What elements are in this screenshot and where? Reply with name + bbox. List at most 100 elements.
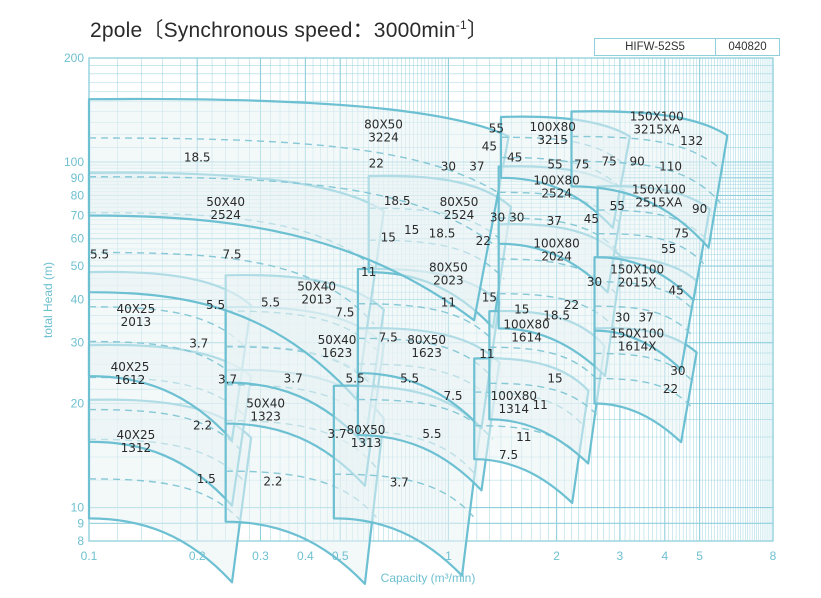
motor-kw-label: 3.7: [284, 372, 303, 386]
motor-kw-label: 15: [514, 303, 529, 317]
envelope-outline: [570, 110, 729, 249]
motor-kw-label: 11: [533, 398, 548, 412]
motor-kw-label: 5.5: [346, 372, 365, 386]
motor-kw-label: 90: [692, 202, 707, 216]
motor-kw-label: 5.5: [261, 296, 280, 310]
motor-kw-label: 37: [639, 310, 654, 324]
impeller-curve: [594, 352, 692, 380]
pump-model-label: 100X80 1614: [503, 317, 549, 344]
motor-kw-label: 5.5: [206, 298, 225, 312]
motor-kw-label: 45: [507, 151, 522, 165]
motor-kw-label: 18.5: [543, 308, 570, 322]
motor-kw-label: 7.5: [335, 305, 354, 319]
motor-kw-label: 5.5: [90, 247, 109, 261]
pump-model-label: 100X80 3215: [529, 120, 575, 147]
motor-kw-label: 7.5: [443, 389, 462, 403]
impeller-curve: [88, 176, 497, 248]
pump-model-label: 100X80 1314: [491, 389, 537, 416]
x-axis-title: Capacity (m³/min): [381, 571, 476, 585]
pump-model-label: 40X25 1612: [111, 360, 150, 387]
motor-kw-label: 5.5: [422, 427, 441, 441]
motor-kw-label: 55: [610, 199, 625, 213]
x-tick-label: 0.4: [297, 549, 314, 563]
model-code-box: HIFW-52S5 040820: [594, 38, 780, 56]
motor-kw-label: 90: [629, 154, 644, 168]
motor-kw-label: 5.5: [400, 372, 419, 386]
motor-kw-label: 3.7: [328, 427, 347, 441]
pump-labels: 40X25 1312 2.2 1.5 40X25 1612 3.7 40X25 2013 5.5 3…: [90, 109, 707, 489]
motor-kw-label: 22: [476, 234, 491, 248]
x-tick-label: 8: [770, 549, 777, 563]
impeller-curve: [594, 305, 692, 335]
motor-kw-label: 15: [381, 230, 396, 244]
y-tick-label: 100: [64, 155, 84, 169]
y-tick-label: 20: [71, 397, 85, 411]
x-tick-label: 3: [617, 549, 624, 563]
motor-kw-label: 3.7: [189, 337, 208, 351]
pump-envelope: [570, 110, 729, 249]
pump-model-label: 150X100 2015X: [610, 263, 664, 290]
motor-kw-label: 15: [547, 372, 562, 386]
impeller-curve: [88, 251, 375, 325]
pump-model-label: 150X100 3215XA: [630, 109, 684, 136]
motor-kw-label: 132: [680, 134, 703, 148]
motor-kw-label: 18.5: [384, 194, 411, 208]
pump-model-label: 50X40 2013: [297, 279, 336, 306]
pump-model-label: 40X25 1312: [116, 428, 155, 455]
motor-kw-label: 75: [674, 227, 689, 241]
y-tick-label: 9: [77, 516, 84, 530]
pump-envelope: [87, 97, 510, 322]
impeller-curve: [571, 135, 721, 170]
impeller-curve: [594, 281, 692, 308]
impeller-curve: [571, 160, 721, 204]
impeller-curve: [498, 217, 619, 253]
pump-model-label: 80X50 2524: [440, 195, 479, 222]
y-tick-label: 60: [71, 232, 85, 246]
y-tick-label: 200: [64, 51, 84, 65]
pump-model-label: 50X40 1623: [318, 333, 357, 360]
motor-kw-label: 11: [516, 430, 531, 444]
revision-date: 040820: [728, 41, 767, 53]
y-axis-title: total Head (m): [41, 262, 55, 338]
pump-model-label: 50X40 1323: [246, 396, 285, 423]
motor-kw-label: 3.7: [390, 476, 409, 490]
impeller-curve: [333, 473, 475, 518]
pump-model-label: 80X50 2023: [429, 261, 468, 288]
motor-kw-label: 30: [490, 211, 505, 225]
motor-kw-label: 30: [670, 364, 685, 378]
x-tick-label: 0.3: [252, 549, 269, 563]
motor-kw-label: 3.7: [218, 372, 237, 386]
impeller-curve: [489, 346, 599, 382]
impeller-curve: [597, 232, 705, 265]
envelope-outline: [87, 97, 510, 322]
motor-kw-label: 7.5: [379, 331, 398, 345]
motor-kw-label: 30: [615, 310, 630, 324]
motor-kw-label: 45: [482, 139, 497, 153]
motor-kw-label: 75: [601, 154, 616, 168]
motor-kw-label: 11: [479, 347, 494, 361]
motor-kw-label: 45: [668, 283, 683, 297]
chart-title: 2pole〔Synchronous speed：3000min-1〕: [90, 18, 489, 42]
y-tick-label: 50: [71, 259, 85, 273]
impeller-curve: [474, 424, 583, 459]
motor-kw-label: 45: [584, 212, 599, 226]
pump-model-label: 80X50 1313: [347, 423, 386, 450]
pump-model-label: 50X40 2524: [206, 195, 245, 222]
y-tick-label: 8: [77, 534, 84, 548]
motor-kw-label: 2.2: [263, 474, 282, 488]
motor-kw-label: 37: [469, 160, 484, 174]
motor-kw-label: 15: [482, 291, 497, 305]
pump-model-label: 150X100 1614X: [610, 327, 664, 354]
motor-kw-label: 2.2: [193, 418, 212, 432]
motor-kw-label: 37: [547, 214, 562, 228]
motor-kw-label: 18.5: [429, 226, 456, 240]
motor-kw-label: 55: [547, 157, 562, 171]
pump-model-label: 100X80 2024: [533, 237, 579, 264]
y-tick-label: 90: [71, 171, 85, 185]
x-tick-label: 0.5: [332, 549, 349, 563]
impeller-curve: [594, 377, 692, 407]
motor-kw-label: 55: [661, 242, 676, 256]
x-tick-label: 0.2: [189, 549, 206, 563]
motor-kw-label: 7.5: [499, 448, 518, 462]
motor-kw-label: 55: [489, 122, 504, 136]
